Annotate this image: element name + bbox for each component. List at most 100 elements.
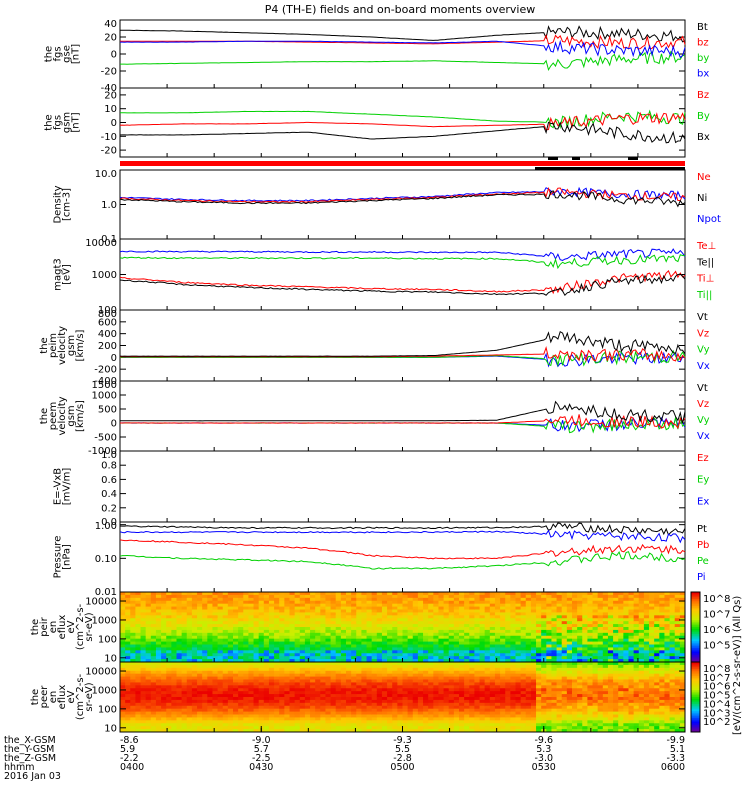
y-axis-label-line: gsm (66, 335, 77, 356)
spectrogram-cell (536, 717, 542, 721)
spectrogram-cell (186, 638, 193, 643)
spectrogram-cell (304, 673, 311, 678)
spectrogram-cell (325, 664, 332, 669)
spectrogram-cell (510, 629, 516, 634)
spectrogram-cell (500, 679, 506, 683)
spectrogram-cell (489, 624, 496, 628)
spectrogram-cell (443, 717, 450, 721)
spectrogram-cell (284, 650, 290, 654)
spectrogram-cell (392, 659, 398, 663)
legend-entry: by (697, 53, 709, 64)
spectrogram-cell (294, 720, 301, 724)
spectrogram-cell (371, 697, 378, 701)
spectrogram-cell (135, 659, 142, 663)
spectrogram-cell (438, 714, 445, 718)
spectrogram-cell (376, 603, 383, 608)
spectrogram-cell (191, 682, 198, 686)
spectrogram-cell (433, 699, 439, 704)
spectrogram-cell (407, 685, 414, 689)
spectrogram-cell (469, 682, 475, 686)
spectrogram-cell (602, 635, 609, 640)
spectrogram-cell (155, 638, 162, 643)
series-fgs_gsm-0 (120, 109, 686, 130)
spectrogram-cell (443, 662, 450, 666)
spectrogram-cell (376, 662, 383, 666)
spectrogram-cell (294, 592, 301, 596)
spectrogram-cell (181, 676, 188, 680)
spectrogram-cell (423, 618, 429, 622)
spectrogram-cell (356, 612, 362, 616)
spectrogram-cell (279, 594, 285, 599)
spectrogram-cell (638, 647, 645, 651)
spectrogram-cell (484, 662, 491, 666)
spectrogram-cell (474, 644, 481, 648)
spectrogram-cell (500, 691, 506, 695)
spectrogram-cell (125, 629, 131, 634)
spectrogram-cell (212, 697, 219, 701)
spectrogram-cell (166, 612, 172, 616)
spectrogram-cell (500, 664, 506, 669)
spectrogram-cell (561, 644, 568, 648)
spectrogram-cell (361, 650, 368, 654)
spectrogram-cell (361, 714, 368, 718)
spectrogram-cell (515, 688, 522, 692)
spectrogram-cell (263, 720, 270, 724)
spectrogram-cell (233, 717, 239, 721)
spectrogram-cell (376, 682, 383, 686)
spectrogram-cell (464, 670, 470, 675)
spectrogram-cell (248, 656, 255, 660)
spectrogram-cell (191, 615, 198, 619)
y-axis-label-line: [cm-3] (62, 188, 73, 221)
spectrogram-cell (453, 667, 460, 672)
spectrogram-cell (125, 670, 131, 675)
spectrogram-cell (289, 609, 296, 613)
spectrogram-cell (171, 597, 177, 602)
spectrogram-cell (402, 717, 409, 721)
spectrogram-cell (197, 688, 203, 692)
spectrogram-cell (443, 729, 450, 733)
spectrogram-cell (181, 638, 188, 643)
spectrogram-cell (335, 621, 342, 625)
spectrogram-cell (361, 729, 368, 733)
spectrogram-cell (392, 708, 398, 713)
spectrogram-cell (510, 670, 516, 675)
spectrogram-cell (474, 662, 481, 666)
spectrogram-cell (191, 618, 198, 622)
spectrogram-cell (186, 726, 193, 730)
spectrogram-cell (227, 592, 234, 596)
spectrogram-cell (587, 627, 594, 631)
spectrogram-cell (212, 600, 219, 605)
spectrogram-cell (536, 673, 542, 678)
spectrogram-cell (664, 603, 671, 608)
spectrogram-cell (530, 615, 537, 619)
spectrogram-cell (459, 714, 465, 718)
spectrogram-cell (315, 726, 321, 730)
spectrogram-cell (145, 632, 152, 637)
spectrogram-cell (191, 673, 198, 678)
spectrogram-cell (489, 653, 496, 657)
spectrogram-cell (453, 600, 460, 605)
spectrogram-cell (556, 638, 563, 643)
spectrogram-cell (484, 615, 491, 619)
spectrogram-cell (171, 667, 177, 672)
spectrogram-cell (541, 615, 547, 619)
spectrogram-cell (566, 600, 573, 605)
series-fgs_gsm-2 (119, 121, 686, 144)
spectrogram-cell (592, 597, 599, 602)
spectrogram-cell (253, 714, 260, 718)
spectrogram-cell (299, 726, 306, 730)
spectrogram-cell (120, 729, 126, 733)
spectrogram-cell (310, 726, 316, 730)
spectrogram-cell (387, 699, 393, 704)
spectrogram-cell (351, 653, 357, 657)
spectrogram-cell (356, 650, 362, 654)
spectrogram-cell (371, 699, 378, 704)
legend-entry: bx (697, 69, 709, 80)
spectrogram-cell (253, 624, 260, 628)
spectrogram-cell (171, 670, 177, 675)
spectrogram-cell (325, 697, 332, 701)
spectrogram-cell (500, 627, 506, 631)
spectrogram-cell (453, 594, 460, 599)
spectrogram-cell (664, 624, 671, 628)
spectrogram-cell (351, 609, 357, 613)
